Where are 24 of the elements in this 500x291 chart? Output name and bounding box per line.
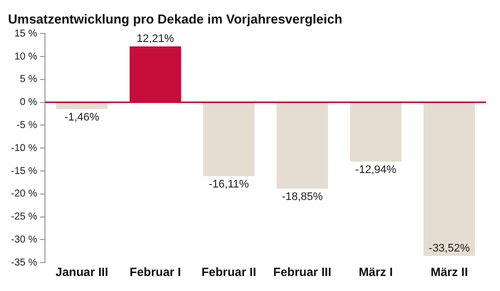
y-tick-label: -15 % xyxy=(11,166,38,177)
y-tick-label: 10 % xyxy=(14,51,38,62)
x-tick-label: März II xyxy=(430,265,468,280)
y-tick-label: -5 % xyxy=(16,120,38,131)
y-tick-label: -20 % xyxy=(11,188,38,200)
x-tick-label: Februar I xyxy=(130,265,182,280)
y-tick-label: 15 % xyxy=(14,28,38,40)
y-tick-label: -25 % xyxy=(11,212,38,223)
data-label: -16,11% xyxy=(208,178,250,191)
data-label: -33,52% xyxy=(428,242,470,254)
data-label: -12,94% xyxy=(355,164,396,176)
x-tick-label: Februar II xyxy=(201,265,256,280)
y-tick-label: -35 % xyxy=(11,257,38,268)
y-tick-label: 0 % xyxy=(20,97,38,108)
chart-title: Umsatzentwicklung pro Dekade im Vorjahresvergleich xyxy=(8,11,342,26)
data-label: -1,46% xyxy=(64,112,100,124)
y-tick-label: -30 % xyxy=(11,234,38,246)
y-tick-label: 5 % xyxy=(20,74,38,86)
x-tick-label: März I xyxy=(358,265,393,280)
x-tick-label: Februar III xyxy=(273,265,332,280)
y-tick-label: -10 % xyxy=(11,142,38,154)
data-label: 12,21% xyxy=(136,32,174,45)
data-label: -18,85% xyxy=(282,191,323,204)
x-tick-label: Januar III xyxy=(56,265,108,280)
